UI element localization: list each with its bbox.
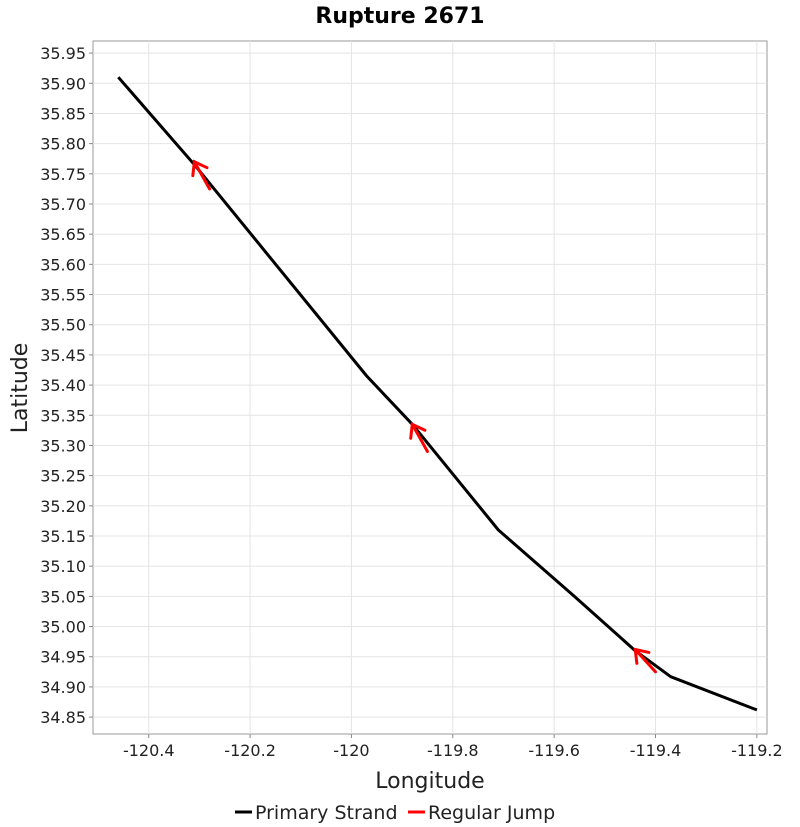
legend-label-primary-strand: Primary Strand	[255, 802, 398, 824]
x-axis-title: Longitude	[375, 769, 484, 794]
x-tick-label: -119.4	[630, 741, 682, 760]
y-tick-label: 35.65	[40, 225, 86, 244]
y-tick-label: 35.80	[40, 135, 86, 154]
y-tick-label: 35.25	[40, 467, 86, 486]
y-tick-label: 35.55	[40, 286, 86, 305]
y-tick-label: 35.20	[40, 497, 86, 516]
y-tick-label: 35.00	[40, 618, 86, 637]
y-tick-label: 34.95	[40, 648, 86, 667]
x-tick-label: -119.6	[528, 741, 580, 760]
y-tick-label: 34.85	[40, 708, 86, 727]
legend-label-regular-jump: Regular Jump	[428, 802, 555, 824]
y-tick-label: 34.90	[40, 678, 86, 697]
y-tick-label: 35.30	[40, 436, 86, 455]
x-tick-label: -119.2	[731, 741, 783, 760]
legend: Primary Strand Regular Jump	[235, 802, 555, 824]
y-tick-label: 35.35	[40, 406, 86, 425]
y-axis-title: Latitude	[8, 343, 33, 434]
regular-jump-arrow	[409, 422, 429, 453]
y-tick-label: 35.05	[40, 587, 86, 606]
y-tick-label: 35.45	[40, 346, 86, 365]
x-tick-label: -120.4	[123, 741, 175, 760]
x-tick-label: -120	[333, 741, 369, 760]
y-tick-label: 35.40	[40, 376, 86, 395]
series-layer	[117, 76, 758, 712]
grid-layer	[93, 41, 767, 734]
tick-layer: -120.4 -120.2 -120 -119.8 -119.6 -119.4 -119.2…	[40, 44, 782, 760]
y-tick-label: 35.90	[40, 74, 86, 93]
y-tick-label: 35.15	[40, 527, 86, 546]
primary-strand-line	[117, 76, 758, 712]
y-tick-label: 35.75	[40, 165, 86, 184]
x-tick-label: -120.2	[224, 741, 276, 760]
y-tick-label: 35.60	[40, 255, 86, 274]
y-tick-label: 35.50	[40, 316, 86, 335]
y-tick-label: 35.85	[40, 104, 86, 123]
plot-area	[92, 40, 768, 735]
regular-jump-arrow	[191, 159, 212, 191]
regular-jump-arrow	[633, 647, 658, 674]
y-tick-label: 35.10	[40, 557, 86, 576]
y-tick-label: 35.70	[40, 195, 86, 214]
y-tick-label: 35.95	[40, 44, 86, 63]
x-tick-label: -119.8	[427, 741, 479, 760]
chart-title: Rupture 2671	[315, 4, 484, 29]
